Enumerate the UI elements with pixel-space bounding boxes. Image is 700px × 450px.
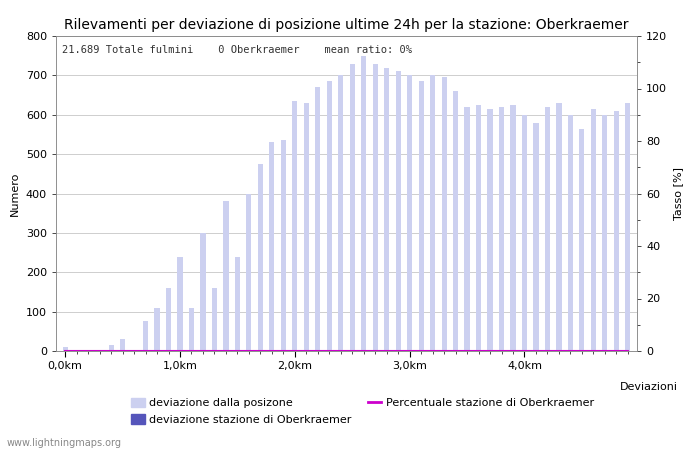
Bar [602,115,608,351]
Bar [108,345,113,351]
Y-axis label: Numero: Numero [10,171,20,216]
Bar [453,91,459,351]
Bar [350,63,355,351]
Bar [614,111,619,351]
Bar [338,75,343,351]
Bar [465,107,470,351]
Bar [120,339,125,351]
Bar [281,140,286,351]
Bar [62,347,68,351]
Bar [292,101,298,351]
Bar [304,103,309,351]
Bar [568,115,573,351]
Bar [200,233,206,351]
Bar [419,81,423,351]
Bar [522,115,527,351]
Legend: deviazione dalla posizone, deviazione stazione di Oberkraemer, Percentuale stazi: deviazione dalla posizone, deviazione st… [132,397,594,425]
Bar [85,350,91,351]
Bar [177,256,183,351]
Bar [395,72,401,351]
Bar [556,103,561,351]
Bar [143,321,148,351]
Bar [384,68,389,351]
Bar [315,87,321,351]
Bar [155,308,160,351]
Bar [258,164,263,351]
Bar [212,288,217,351]
Bar [327,81,332,351]
Bar [223,202,228,351]
Bar [533,122,538,351]
Bar [97,350,102,351]
X-axis label: Deviazioni: Deviazioni [620,382,678,392]
Bar [74,350,79,351]
Bar [591,109,596,351]
Bar [487,109,493,351]
Bar [545,107,550,351]
Bar [234,256,240,351]
Bar [372,63,378,351]
Bar [407,75,412,351]
Bar [499,107,504,351]
Y-axis label: Tasso [%]: Tasso [%] [673,167,682,220]
Bar [510,105,516,351]
Text: 21.689 Totale fulmini    0 Oberkraemer    mean ratio: 0%: 21.689 Totale fulmini 0 Oberkraemer mean… [62,45,412,55]
Bar [246,194,251,351]
Bar [625,103,631,351]
Bar [132,350,136,351]
Bar [361,56,366,351]
Bar [270,142,274,351]
Bar [442,77,447,351]
Text: www.lightningmaps.org: www.lightningmaps.org [7,438,122,448]
Bar [166,288,171,351]
Bar [430,75,435,351]
Bar [580,129,584,351]
Title: Rilevamenti per deviazione di posizione ultime 24h per la stazione: Oberkraemer: Rilevamenti per deviazione di posizione … [64,18,629,32]
Bar [476,105,481,351]
Bar [189,308,194,351]
